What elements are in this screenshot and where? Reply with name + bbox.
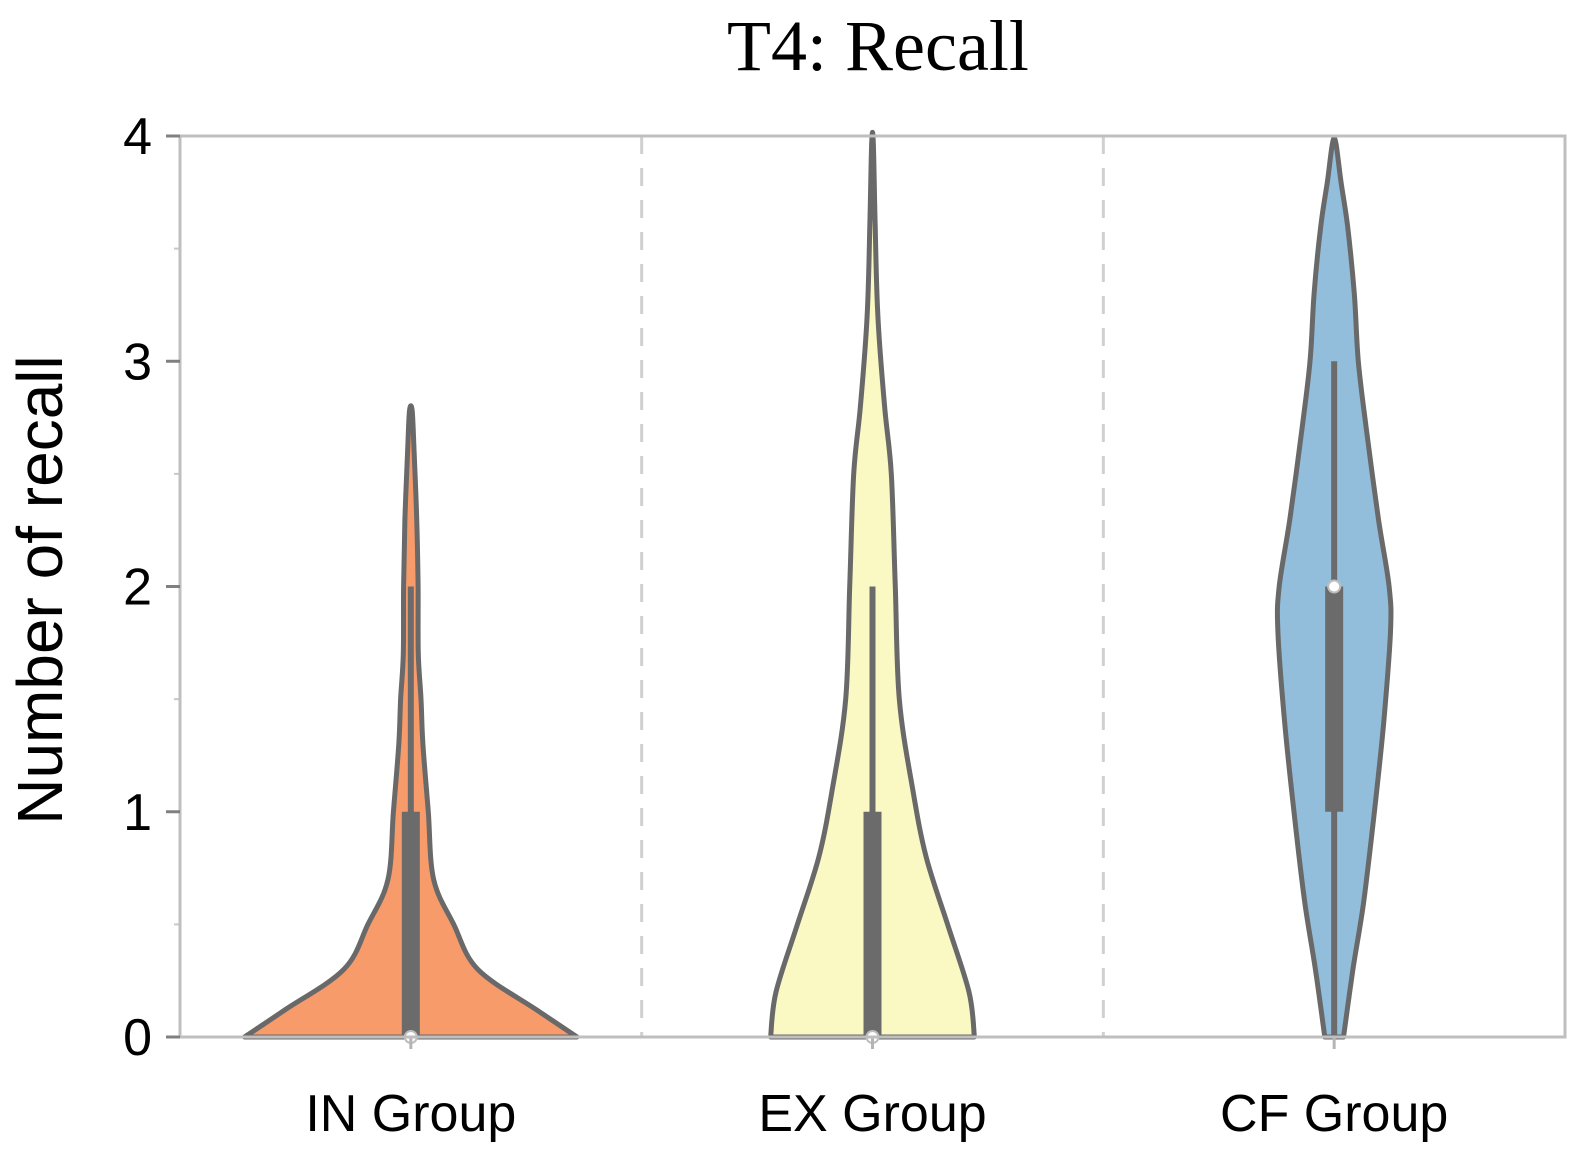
chart-title: T4: Recall [727, 6, 1029, 86]
x-tick-label: IN Group [305, 1085, 516, 1143]
y-tick-label: 1 [123, 784, 152, 842]
y-tick-label: 4 [123, 108, 152, 166]
y-axis-label: Number of recall [4, 355, 76, 825]
y-tick-label: 3 [123, 333, 152, 391]
violin-body [768, 129, 977, 1040]
plot-area: IN Group EX Group CF Group 0 1 2 3 4 [123, 108, 1567, 1143]
violin-iqr-box [401, 811, 420, 1037]
y-tick-label: 2 [123, 559, 152, 617]
violin-median-marker [1327, 579, 1342, 594]
x-tick-label: EX Group [758, 1085, 986, 1143]
violin-iqr-box [1325, 586, 1344, 812]
x-tick-label: CF Group [1220, 1085, 1448, 1143]
y-tick-label: 0 [123, 1009, 152, 1067]
violin-iqr-box [863, 811, 882, 1037]
